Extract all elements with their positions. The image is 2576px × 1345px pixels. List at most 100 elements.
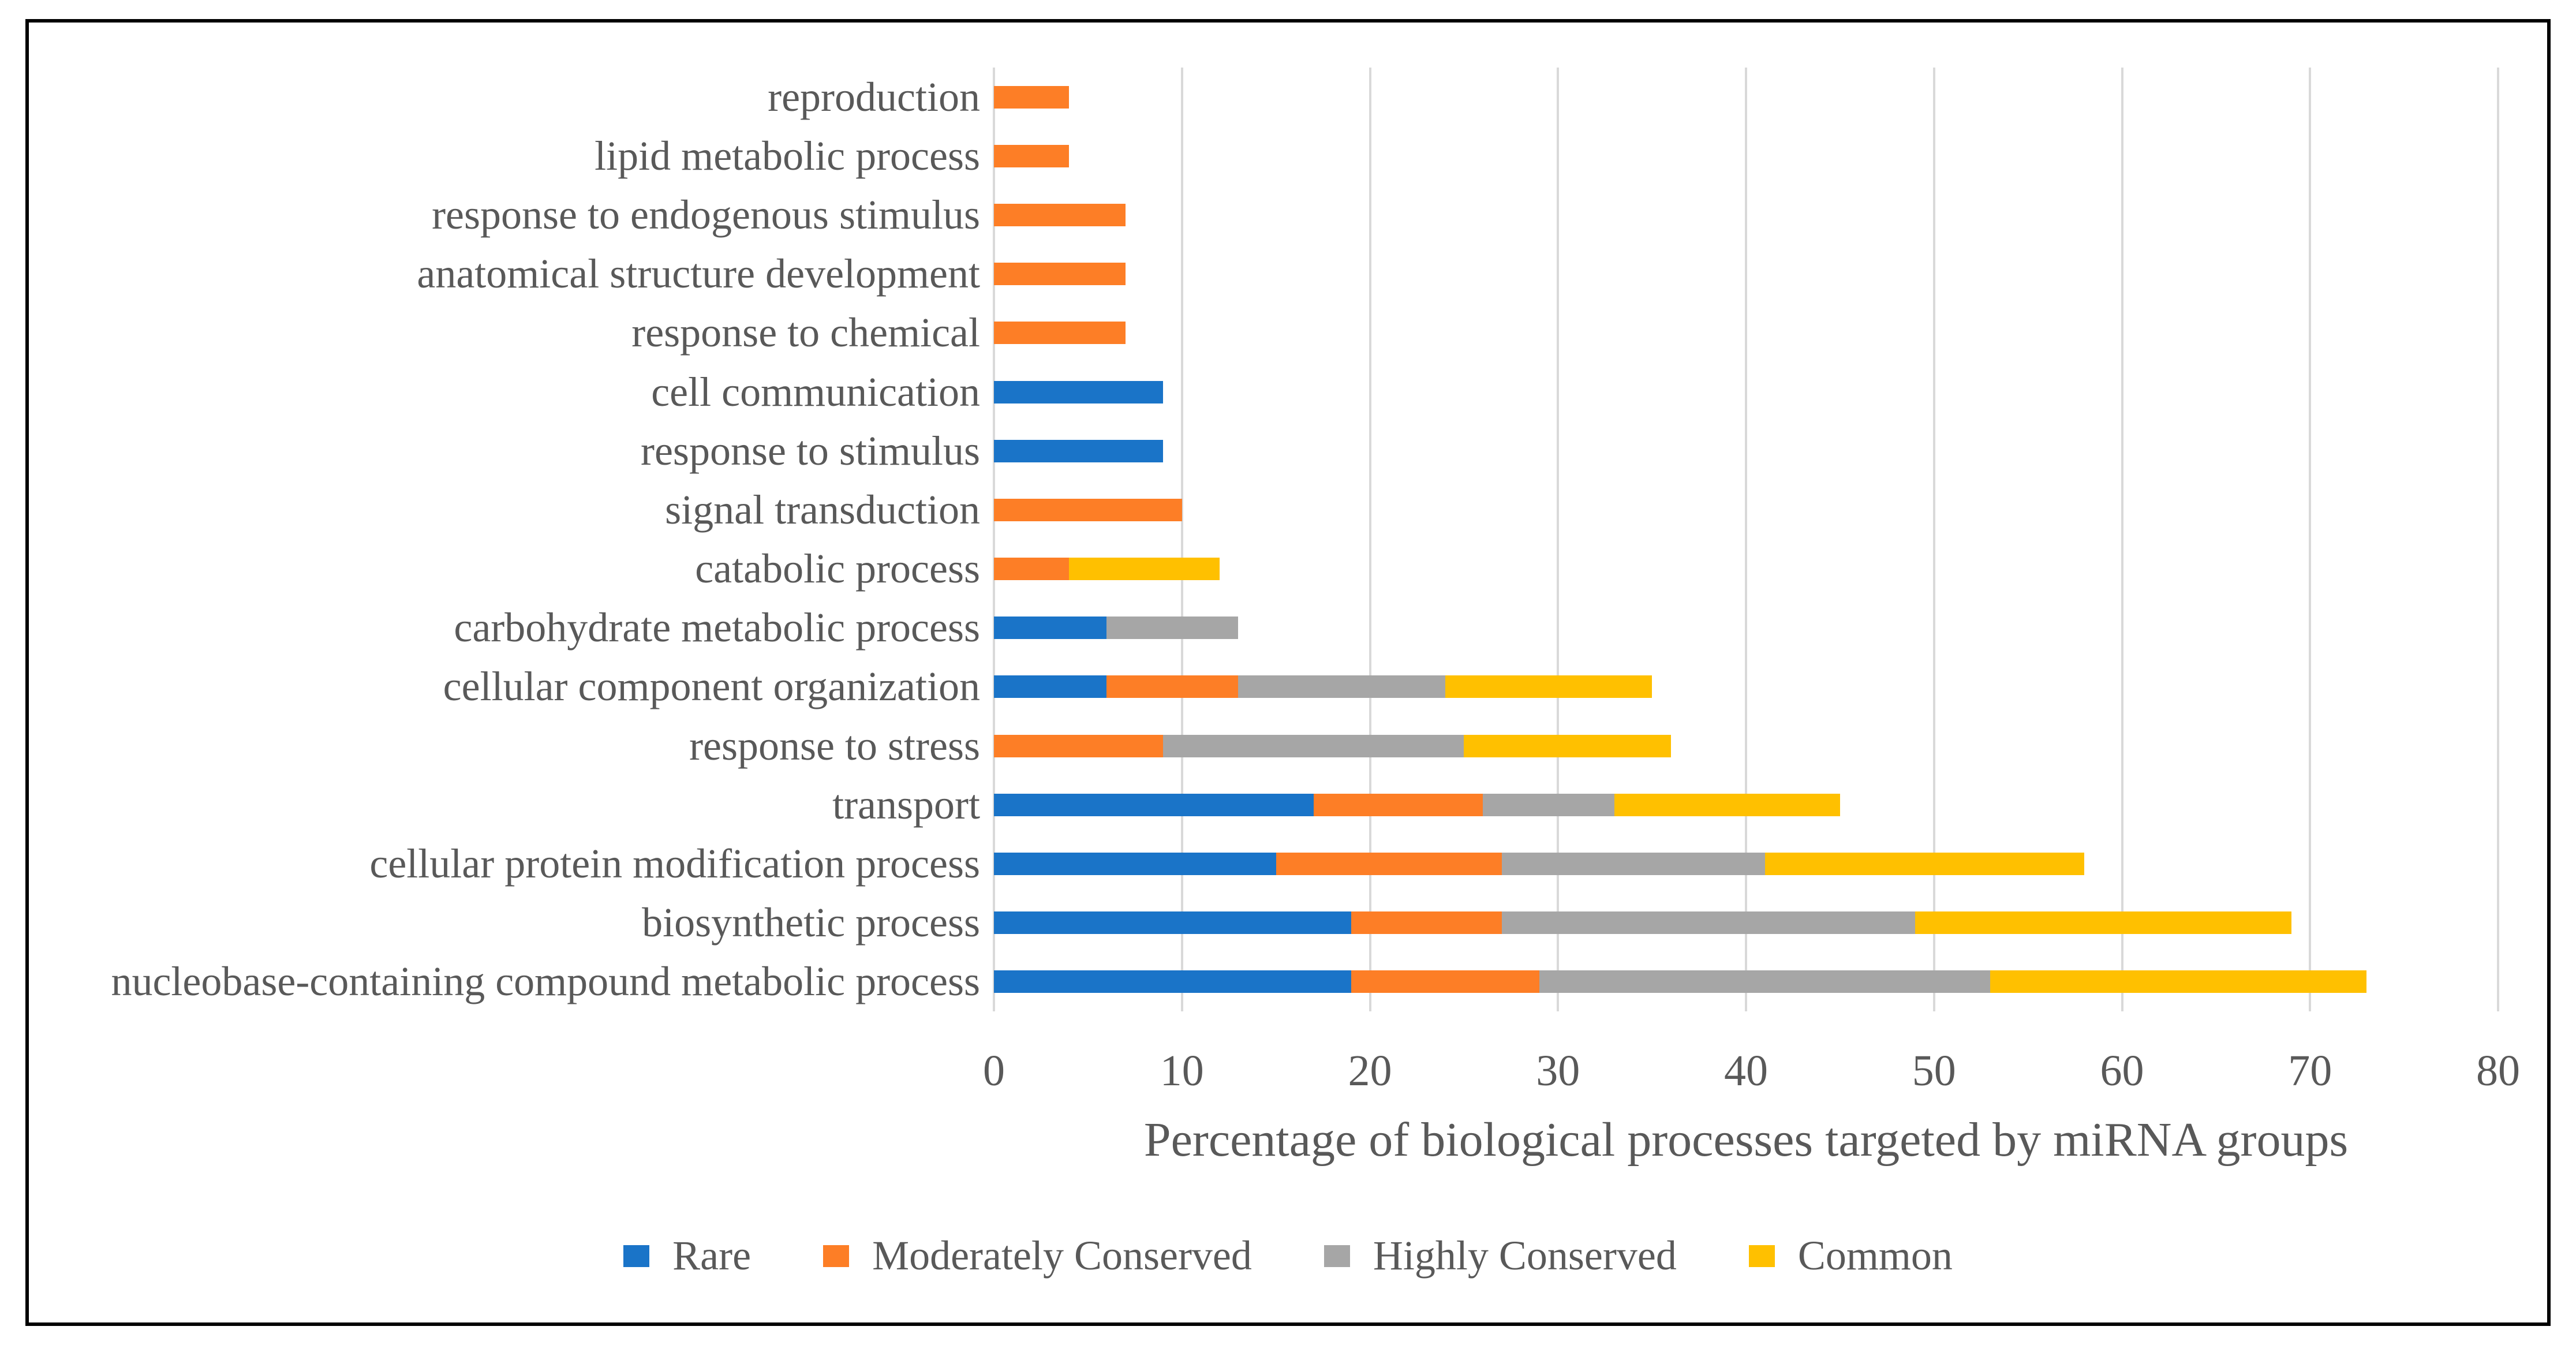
- bar-segment-highly-conserved: [1501, 911, 1916, 935]
- category-label: signal transduction: [665, 486, 980, 533]
- x-tick-label: 10: [1160, 1047, 1204, 1095]
- bar-row: [994, 853, 2085, 876]
- bar-segment-rare: [994, 380, 1164, 404]
- category-label: carbohydrate metabolic process: [454, 604, 980, 651]
- category-label: cellular component organization: [443, 663, 980, 710]
- legend: Rare Moderately Conserved Highly Conserved…: [0, 1232, 2576, 1280]
- bar-segment-rare: [994, 853, 1276, 876]
- gridline: [2121, 68, 2123, 1011]
- bar-segment-highly-conserved: [1106, 617, 1239, 640]
- bar-segment-moderately-conserved: [994, 85, 1070, 109]
- x-axis-title: Percentage of biological processes targe…: [1143, 1113, 2349, 1167]
- gridline: [2309, 68, 2312, 1011]
- category-label: response to stress: [689, 722, 980, 769]
- bar-segment-moderately-conserved: [994, 203, 1126, 226]
- bar-segment-highly-conserved: [1163, 734, 1464, 757]
- gridline: [1369, 68, 1371, 1011]
- legend-swatch-common: [1748, 1245, 1775, 1267]
- bar-segment-moderately-conserved: [1276, 853, 1502, 876]
- legend-label: Moderately Conserved: [872, 1232, 1252, 1279]
- category-label: transport: [832, 781, 980, 828]
- bar-segment-highly-conserved: [1238, 675, 1445, 698]
- bar-segment-moderately-conserved: [1313, 793, 1483, 816]
- category-label: response to chemical: [631, 309, 980, 356]
- bar-row: [994, 498, 1182, 521]
- bar-segment-common: [1764, 853, 2085, 876]
- x-tick-label: 70: [2288, 1047, 2332, 1095]
- legend-label: Common: [1797, 1232, 1953, 1279]
- bar-row: [994, 263, 1126, 286]
- bar-segment-rare: [994, 439, 1164, 462]
- bar-segment-moderately-conserved: [994, 558, 1070, 581]
- bar-row: [994, 144, 1070, 167]
- bar-segment-common: [1464, 734, 1671, 757]
- bar-row: [994, 911, 2291, 935]
- figure-border: [25, 19, 2551, 1326]
- bar-segment-rare: [994, 675, 1107, 698]
- bar-segment-common: [1915, 911, 2291, 935]
- legend-swatch-moderately-conserved: [823, 1245, 850, 1267]
- bar-row: [994, 675, 1652, 698]
- bar-row: [994, 970, 2366, 993]
- bar-segment-highly-conserved: [1501, 853, 1765, 876]
- category-label: reproduction: [768, 73, 980, 120]
- category-label: response to stimulus: [641, 427, 980, 474]
- category-label: nucleobase-containing compound metabolic…: [111, 958, 980, 1005]
- bar-row: [994, 734, 1671, 757]
- bar-segment-common: [1069, 558, 1220, 581]
- bar-segment-moderately-conserved: [994, 322, 1126, 345]
- gridline: [1180, 68, 1183, 1011]
- legend-item-common: Common: [1748, 1232, 1953, 1280]
- category-label: lipid metabolic process: [595, 132, 980, 179]
- legend-item-moderately-conserved: Moderately Conserved: [823, 1232, 1252, 1280]
- bar-segment-rare: [994, 793, 1314, 816]
- gridline: [2497, 68, 2499, 1011]
- bar-segment-highly-conserved: [1539, 970, 1991, 993]
- category-label: biosynthetic process: [642, 899, 980, 946]
- bar-row: [994, 793, 1840, 816]
- bar-row: [994, 322, 1126, 345]
- bar-segment-moderately-conserved: [994, 734, 1164, 757]
- bar-segment-rare: [994, 911, 1351, 935]
- x-tick-label: 60: [2100, 1047, 2144, 1095]
- x-tick-label: 80: [2476, 1047, 2520, 1095]
- legend-swatch-rare: [623, 1245, 650, 1267]
- bar-segment-moderately-conserved: [994, 498, 1182, 521]
- x-tick-label: 30: [1536, 1047, 1580, 1095]
- bar-segment-moderately-conserved: [994, 263, 1126, 286]
- bar-row: [994, 203, 1126, 226]
- category-label: anatomical structure development: [417, 251, 980, 297]
- bar-segment-moderately-conserved: [1106, 675, 1239, 698]
- legend-label: Highly Conserved: [1373, 1232, 1677, 1279]
- bar-segment-common: [1445, 675, 1652, 698]
- bar-row: [994, 85, 1070, 109]
- bar-row: [994, 380, 1164, 404]
- legend-item-rare: Rare: [623, 1232, 751, 1280]
- gridline: [1557, 68, 1560, 1011]
- x-tick-label: 50: [1912, 1047, 1956, 1095]
- bar-segment-common: [1990, 970, 2366, 993]
- category-label: catabolic process: [695, 546, 980, 592]
- bar-segment-moderately-conserved: [1351, 911, 1502, 935]
- x-tick-label: 40: [1724, 1047, 1768, 1095]
- x-tick-label: 20: [1348, 1047, 1392, 1095]
- category-label: cell communication: [651, 368, 980, 415]
- bar-segment-moderately-conserved: [994, 144, 1070, 167]
- gridline: [1932, 68, 1935, 1011]
- legend-item-highly-conserved: Highly Conserved: [1323, 1232, 1677, 1280]
- legend-swatch-highly-conserved: [1323, 1245, 1350, 1267]
- category-label: response to endogenous stimulus: [432, 191, 980, 238]
- gridline: [993, 68, 995, 1011]
- bar-row: [994, 617, 1239, 640]
- bar-row: [994, 558, 1220, 581]
- bar-segment-rare: [994, 970, 1351, 993]
- legend-label: Rare: [672, 1232, 752, 1279]
- category-label: cellular protein modification process: [369, 840, 980, 887]
- x-tick-label: 0: [983, 1047, 1005, 1095]
- bar-segment-common: [1614, 793, 1840, 816]
- bar-segment-rare: [994, 617, 1107, 640]
- bar-row: [994, 439, 1164, 462]
- bar-segment-highly-conserved: [1482, 793, 1614, 816]
- gridline: [1745, 68, 1747, 1011]
- bar-segment-moderately-conserved: [1351, 970, 1539, 993]
